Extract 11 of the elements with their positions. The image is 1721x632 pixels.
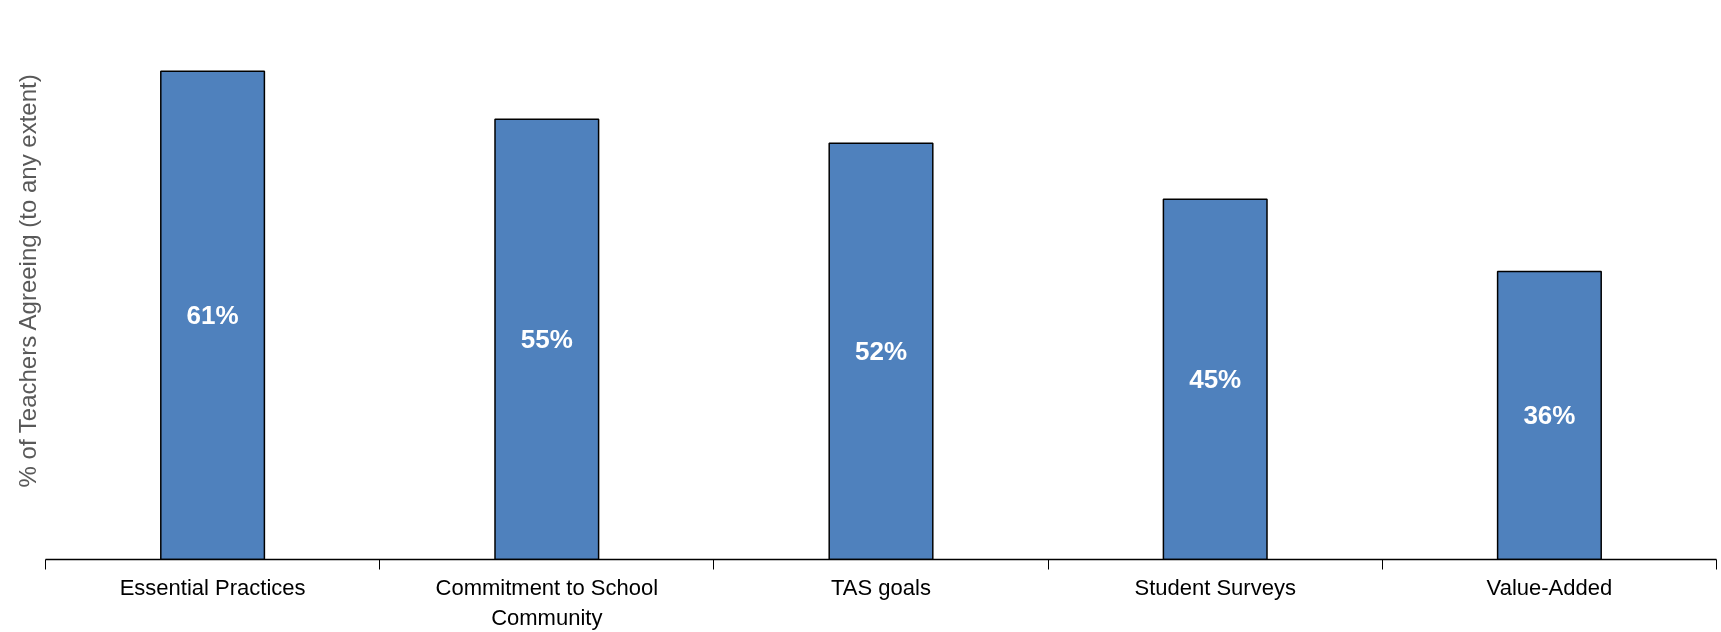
y-axis-title: % of Teachers Agreeing (to any extent) xyxy=(13,74,41,488)
x-tick-label: TAS goals xyxy=(831,574,931,600)
x-tick-label: Value-Added xyxy=(1486,574,1613,600)
data-label: 55% xyxy=(520,324,573,355)
x-tick-label: Commitment to School Community xyxy=(435,574,659,630)
x-tick-label: Student Surveys xyxy=(1134,574,1296,600)
data-label: 36% xyxy=(1523,400,1576,431)
data-label: 61% xyxy=(186,300,239,331)
x-tick-label: Essential Practices xyxy=(119,574,306,600)
data-label: 45% xyxy=(1189,364,1242,395)
data-label: 52% xyxy=(854,336,908,367)
